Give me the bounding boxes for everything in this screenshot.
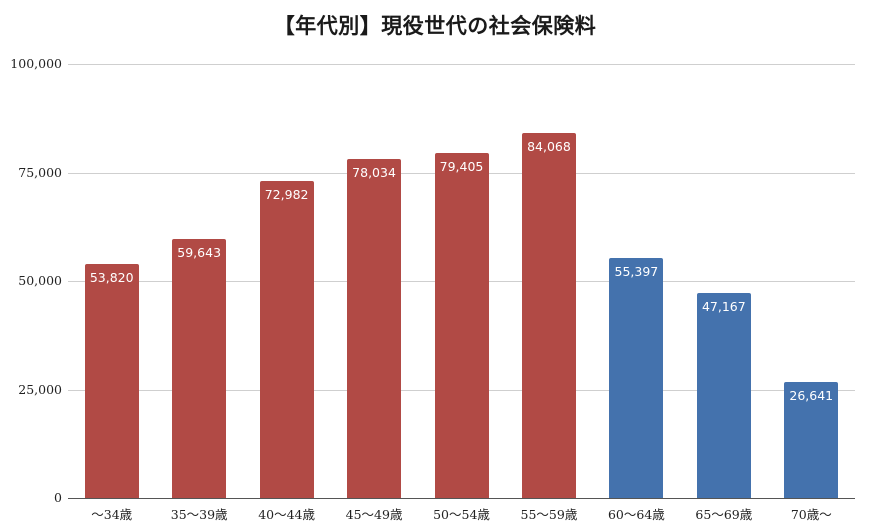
bar[interactable]: 79,405 xyxy=(434,153,489,498)
gridline xyxy=(68,64,855,65)
x-tick-label: 70歳〜 xyxy=(790,507,832,522)
y-tick-label: 75,000 xyxy=(18,164,62,180)
bar-value-label: 55,397 xyxy=(614,263,659,279)
x-tick-label: 35〜39歳 xyxy=(170,507,228,522)
bar-value-label: 26,641 xyxy=(789,388,834,404)
bar[interactable]: 78,034 xyxy=(347,159,402,498)
bar[interactable]: 55,397 xyxy=(609,257,664,498)
x-axis-line xyxy=(68,498,855,499)
bar[interactable]: 72,982 xyxy=(259,181,314,498)
x-tick-label: 50〜54歳 xyxy=(433,507,490,522)
bar-value-label: 47,167 xyxy=(701,299,746,315)
bar[interactable]: 26,641 xyxy=(784,382,839,498)
y-tick-label: 100,000 xyxy=(10,56,62,71)
x-tick-label: 60〜64歳 xyxy=(607,507,665,522)
bar-value-label: 53,820 xyxy=(89,270,134,286)
plot-area: 53,820 59,643 72,982 78,034 79,405 84,068 55,3… xyxy=(68,64,855,499)
y-tick-label: 0 xyxy=(54,490,62,505)
y-tick-label: 25,000 xyxy=(18,381,62,397)
bar-value-label: 72,982 xyxy=(264,187,309,203)
bar-value-label: 84,068 xyxy=(527,139,571,155)
bar[interactable]: 59,643 xyxy=(172,239,227,498)
x-tick-label: 45〜49歳 xyxy=(345,507,403,522)
bar[interactable]: 53,820 xyxy=(84,264,139,498)
chart-title: 【年代別】現役世代の社会保険料 xyxy=(273,13,597,38)
x-tick-label: 〜34歳 xyxy=(91,507,133,522)
bar-value-label: 79,405 xyxy=(439,159,484,175)
bar-value-label: 78,034 xyxy=(352,165,396,181)
y-tick-label: 50,000 xyxy=(18,273,62,288)
bar-value-label: 59,643 xyxy=(177,245,222,261)
x-tick-label: 65〜69歳 xyxy=(695,507,753,522)
bar[interactable]: 84,068 xyxy=(521,133,576,498)
x-tick-label: 40〜44歳 xyxy=(258,507,316,522)
x-tick-label: 55〜59歳 xyxy=(520,507,578,522)
bar[interactable]: 47,167 xyxy=(696,293,751,498)
